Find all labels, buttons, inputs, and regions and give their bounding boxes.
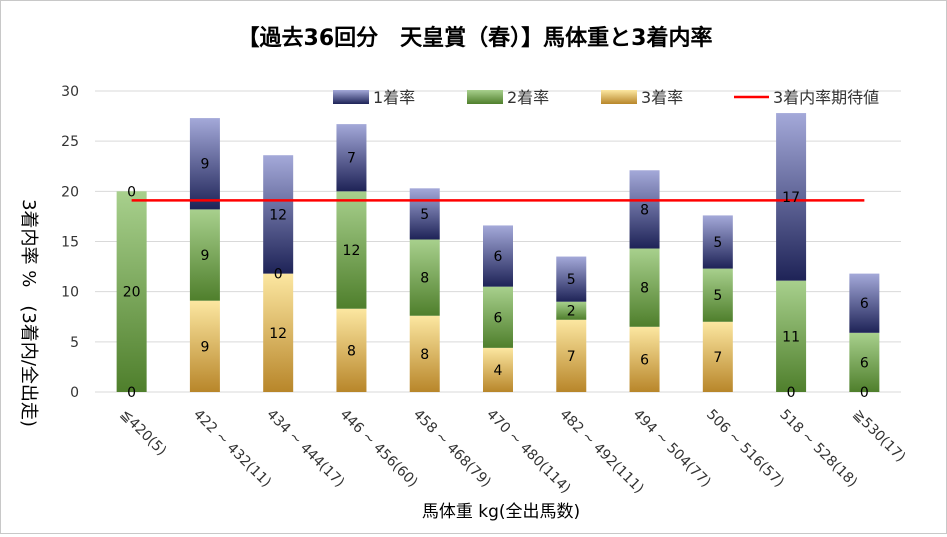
y-tick-label: 5 — [70, 335, 79, 351]
data-label: 5 — [420, 207, 429, 223]
bar-segment — [556, 319, 587, 392]
x-tick-label: ≦420(5) — [117, 407, 170, 460]
y-tick-label: 0 — [70, 385, 79, 401]
bar-segment — [189, 118, 220, 210]
data-label: 4 — [494, 363, 503, 379]
bar-segment — [556, 301, 587, 320]
legend-swatch — [333, 90, 369, 104]
data-label: 6 — [494, 249, 503, 265]
data-label: 9 — [200, 248, 209, 264]
bar-segment — [409, 239, 440, 316]
bar-segment — [556, 256, 587, 302]
bar-segment — [409, 315, 440, 392]
bar-segment — [849, 273, 880, 333]
data-label: 8 — [420, 271, 429, 287]
bar-segment — [629, 248, 660, 327]
data-label: 6 — [860, 296, 869, 312]
y-tick-label: 10 — [61, 285, 79, 301]
data-label: 6 — [640, 352, 649, 368]
legend: 1着率 2着率 3着率 3着内率期待値 — [333, 88, 879, 107]
data-label: 7 — [567, 349, 576, 365]
data-label: 12 — [269, 326, 287, 342]
bar-segment — [263, 273, 294, 392]
x-axis-ticks: ≦420(5) 422 ~ 432(11)434 ~ 444(17)446 ~ 4… — [117, 407, 909, 497]
bar-labels: 0 20 0 9 9 9 12 0 12 8 12 7 8 8 5 4 6 6 7 2 5 6 8 8 7 5 5 0 11 17 0 6 6 — [123, 151, 869, 401]
data-label: 6 — [860, 355, 869, 371]
legend-label: 3着内率期待値 — [773, 88, 879, 107]
bar-segment — [776, 280, 807, 392]
x-tick-label: 494 ~ 504(77) — [630, 407, 714, 491]
y-tick-label: 20 — [61, 184, 79, 200]
legend-swatch — [601, 90, 637, 104]
data-label: 5 — [567, 272, 576, 288]
x-tick-label: ≧530(17) — [850, 407, 909, 466]
data-label: 2 — [567, 304, 576, 320]
data-label: 9 — [200, 339, 209, 355]
y-tick-label: 30 — [61, 84, 79, 100]
y-axis-ticks: 0 5 10 15 20 25 30 — [61, 84, 79, 401]
data-label: 8 — [347, 343, 356, 359]
bar-segment — [776, 113, 807, 281]
bar-segment — [263, 155, 294, 274]
bar-segment — [702, 215, 733, 269]
data-label: 8 — [640, 202, 649, 218]
legend-swatch — [467, 90, 503, 104]
legend-label: 2着率 — [507, 88, 549, 107]
legend-label: 3着率 — [641, 88, 683, 107]
bar-segment — [702, 268, 733, 322]
data-label: 12 — [343, 243, 361, 259]
data-label: 0 — [274, 267, 283, 283]
y-axis-label: 3着内率 % (3着内/全出走) — [18, 199, 39, 427]
bar-segment — [629, 326, 660, 392]
bar-segment — [483, 286, 513, 348]
bar-segment — [336, 124, 367, 192]
bar-segment — [849, 332, 880, 392]
bars — [116, 113, 880, 392]
data-label: 5 — [713, 235, 722, 251]
data-label: 8 — [420, 347, 429, 363]
chart-title: 【過去36回分 天皇賞（春）】馬体重と3着内率 — [238, 25, 713, 51]
x-tick-label: 422 ~ 432(11) — [190, 407, 274, 491]
bar-segment — [702, 321, 733, 392]
data-label: 6 — [494, 310, 503, 326]
bar-segment — [483, 347, 513, 392]
legend-label: 1着率 — [373, 88, 415, 107]
data-label: 11 — [782, 329, 800, 345]
bar-segment — [483, 225, 513, 287]
x-tick-label: 458 ~ 468(79) — [410, 407, 494, 491]
bar-segment — [336, 308, 367, 392]
data-label: 0 — [787, 385, 796, 401]
x-axis-label: 馬体重 kg(全出馬数) — [422, 502, 580, 522]
data-label: 9 — [200, 157, 209, 173]
bar-segment — [116, 191, 147, 392]
bar-segment — [409, 188, 440, 240]
data-label: 12 — [269, 207, 287, 223]
bar-segment — [629, 170, 660, 249]
data-label: 0 — [127, 184, 136, 200]
x-tick-label: 434 ~ 444(17) — [263, 407, 347, 491]
x-tick-label: 506 ~ 516(57) — [703, 407, 787, 491]
x-tick-label: 518 ~ 528(18) — [776, 407, 860, 491]
data-label: 5 — [713, 288, 722, 304]
bar-segment — [189, 300, 220, 392]
y-tick-label: 25 — [61, 134, 79, 150]
data-label: 20 — [123, 285, 141, 301]
bar-segment — [189, 209, 220, 301]
data-label: 8 — [640, 281, 649, 297]
bar-segment — [336, 191, 367, 309]
y-tick-label: 15 — [61, 235, 79, 251]
data-label: 7 — [347, 151, 356, 167]
data-label: 7 — [713, 350, 722, 366]
data-label: 0 — [127, 385, 136, 401]
data-label: 0 — [860, 385, 869, 401]
data-label: 17 — [782, 190, 800, 206]
x-tick-label: 446 ~ 456(60) — [337, 407, 421, 491]
